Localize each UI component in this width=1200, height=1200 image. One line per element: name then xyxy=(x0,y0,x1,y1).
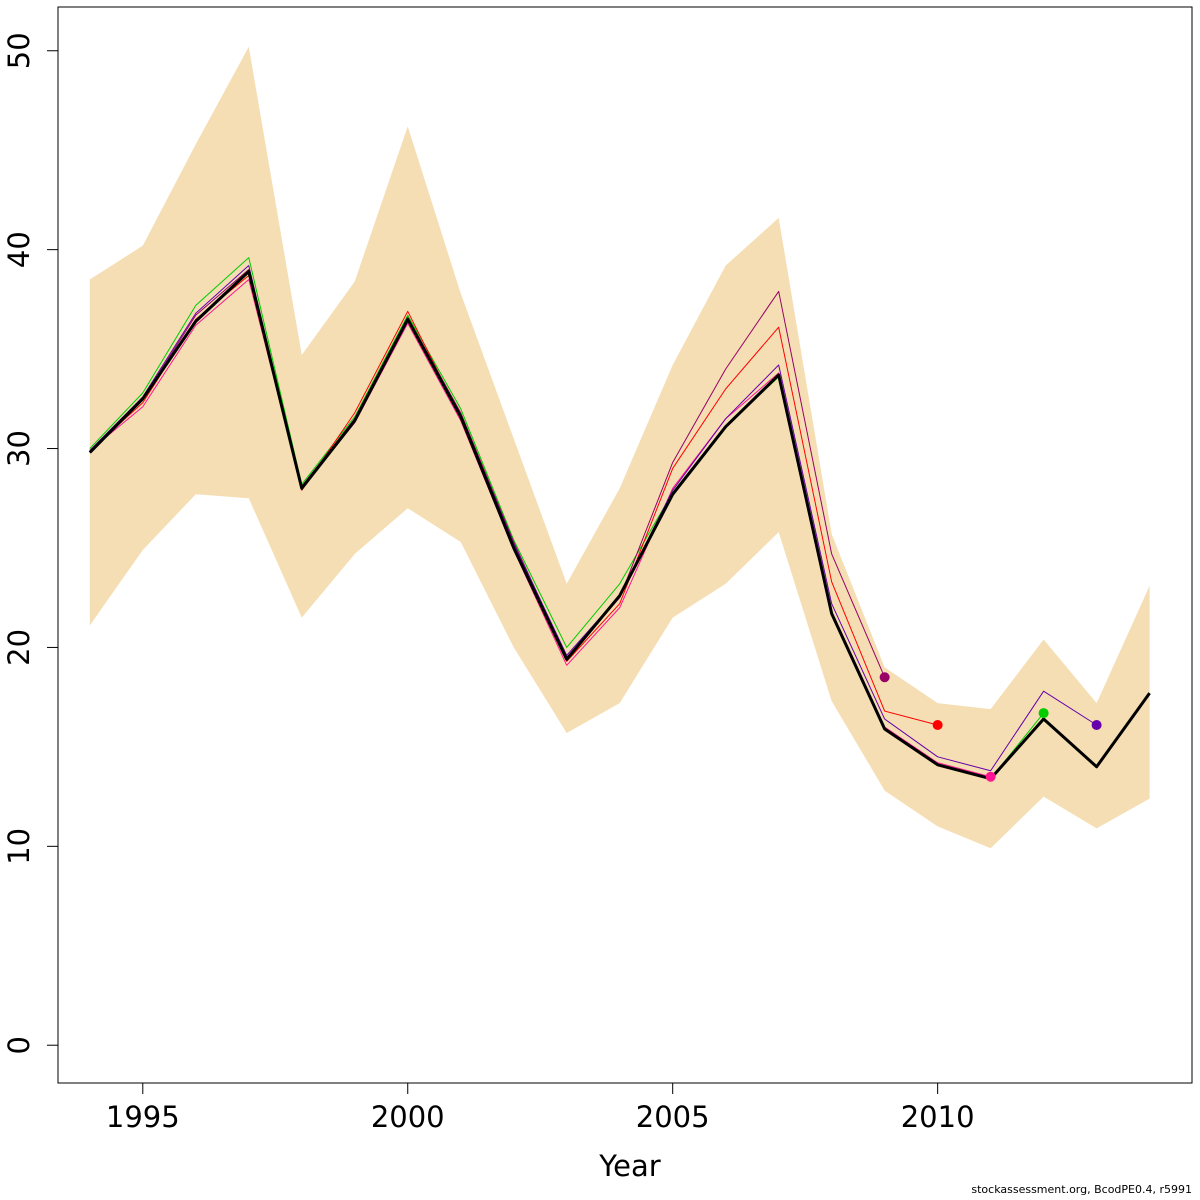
y-tick-label: 10 xyxy=(2,828,36,865)
series-end-point-1 xyxy=(1038,708,1049,719)
y-tick-label: 50 xyxy=(2,32,36,69)
x-tick-label: 2005 xyxy=(636,1100,710,1134)
footnote: stockassessment.org, BcodPE0.4, r5991 xyxy=(971,1183,1192,1196)
series-line-6 xyxy=(88,270,1151,781)
y-axis: 0 10 20 30 40 50 xyxy=(2,32,58,1054)
x-axis-title: Year xyxy=(598,1149,660,1183)
confidence-band xyxy=(89,46,1150,849)
y-tick-label: 0 xyxy=(2,1036,36,1054)
series-end-point-3 xyxy=(932,719,943,730)
x-tick-label: 2000 xyxy=(371,1100,445,1134)
series-end-point-2 xyxy=(985,771,996,782)
series-end-point-4 xyxy=(879,672,890,683)
series-end-point-5 xyxy=(1091,719,1102,730)
series-line-4 xyxy=(89,269,886,678)
plot-frame xyxy=(57,6,1193,1084)
series-lines xyxy=(88,257,1151,781)
y-tick-label: 30 xyxy=(2,430,36,467)
x-tick-label: 1995 xyxy=(106,1100,180,1134)
y-tick-label: 40 xyxy=(2,231,36,268)
y-tick-label: 20 xyxy=(2,629,36,666)
x-axis: 1995 2000 2005 2010 xyxy=(106,1083,975,1134)
series-end-points xyxy=(879,672,1102,782)
confidence-band-area xyxy=(89,46,1150,849)
x-tick-label: 2010 xyxy=(901,1100,975,1134)
